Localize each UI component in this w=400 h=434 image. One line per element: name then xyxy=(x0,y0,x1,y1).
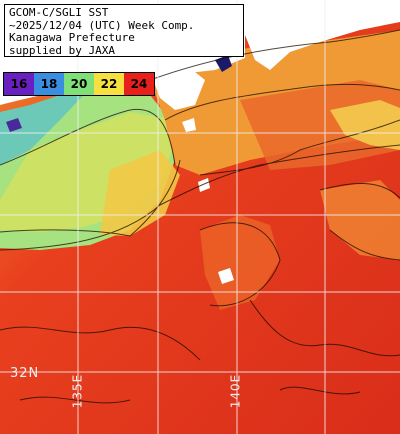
sst-colorbar: 16 18 20 22 24 xyxy=(3,72,155,96)
longitude-label-140: 140E xyxy=(228,373,243,409)
longitude-label-135: 135E xyxy=(70,373,85,409)
colorbar-tick-24: 24 xyxy=(130,77,148,91)
land-top xyxy=(240,0,400,70)
colorbar-cell-24: 24 xyxy=(124,73,154,95)
title-line-3: Kanagawa Prefecture xyxy=(9,31,135,44)
title-line-1: GCOM-C/SGLI SST xyxy=(9,6,109,19)
land-peninsula xyxy=(150,68,205,110)
colorbar-tick-20: 20 xyxy=(70,77,88,91)
orange-coastal-band-2 xyxy=(240,80,400,170)
cool-water-cyan xyxy=(0,88,90,165)
island-white-2 xyxy=(218,268,234,284)
colorbar-cell-20: 20 xyxy=(64,73,94,95)
title-line-4: supplied by JAXA xyxy=(9,43,115,57)
colorbar-cell-16: 16 xyxy=(4,73,34,95)
orange-patch-mid xyxy=(320,180,400,260)
map-title-box: GCOM-C/SGLI SST ~2025/12/04 (UTC) Week C… xyxy=(4,4,244,57)
colorbar-tick-22: 22 xyxy=(100,77,118,91)
contour-lines xyxy=(0,29,400,404)
title-line-2: ~2025/12/04 (UTC) Week Comp. xyxy=(9,18,195,32)
island-small-2 xyxy=(6,118,22,132)
yellow-patch-right xyxy=(330,100,400,150)
colorbar-cell-22: 22 xyxy=(94,73,124,95)
colorbar-tick-16: 16 xyxy=(10,77,28,91)
colorbar-cell-18: 18 xyxy=(34,73,64,95)
latitude-label: 32N xyxy=(10,366,40,381)
island-white-3 xyxy=(182,118,196,132)
orange-streak-center xyxy=(200,215,280,310)
island-white-1 xyxy=(198,178,210,192)
colorbar-tick-18: 18 xyxy=(40,77,58,91)
